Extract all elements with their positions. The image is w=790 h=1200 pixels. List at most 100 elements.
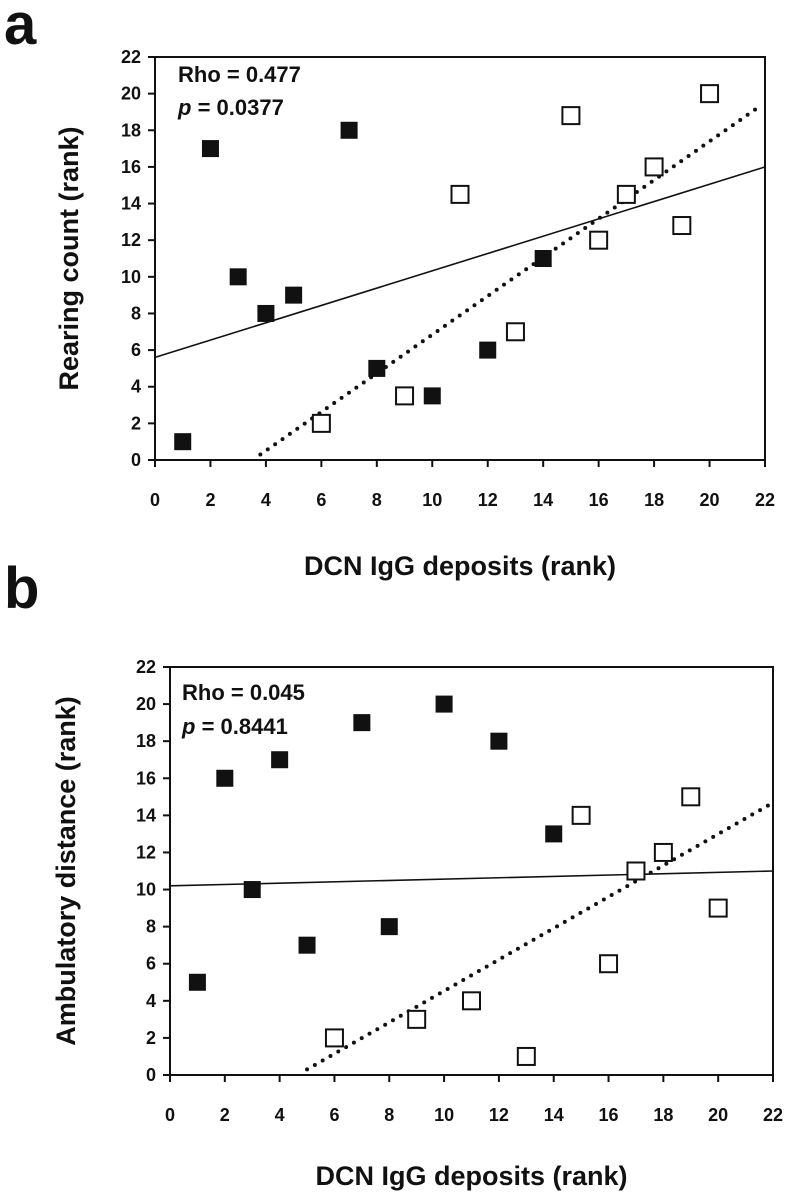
x-tick-label: 14 xyxy=(533,490,553,510)
open-square-point xyxy=(616,184,636,204)
open-square-point xyxy=(589,230,609,250)
y-tick-label: 0 xyxy=(146,1065,156,1085)
open-square-point xyxy=(599,954,619,974)
x-tick-label: 6 xyxy=(329,1105,339,1125)
y-tick-label: 16 xyxy=(121,157,141,177)
x-tick-label: 4 xyxy=(261,490,271,510)
filled-square-point xyxy=(368,359,386,377)
filled-square-point xyxy=(174,433,192,451)
x-tick-label: 18 xyxy=(644,490,664,510)
open-square-point xyxy=(708,898,728,918)
x-tick-label: 10 xyxy=(422,490,442,510)
solid-fit-line xyxy=(169,870,774,887)
y-tick-label: 8 xyxy=(146,917,156,937)
filled-square-point xyxy=(435,695,453,713)
y-tick-label: 14 xyxy=(136,805,156,825)
y-tick-label: 20 xyxy=(121,84,141,104)
filled-square-point xyxy=(257,304,275,322)
y-tick-label: 18 xyxy=(121,120,141,140)
open-square-point xyxy=(462,991,481,1011)
dotted-fit-line xyxy=(305,802,773,1072)
p-symbol: p xyxy=(181,714,195,739)
open-square-point xyxy=(672,216,692,236)
open-square-point xyxy=(571,805,591,825)
x-tick-label: 8 xyxy=(372,490,382,510)
filled-square-point xyxy=(534,250,552,267)
chart-panel-b: 0 2 4 6 8 10 12 14 16 18 20 22 0 2 4 6 8 10 12 14 16 18 20 22 Rh… xyxy=(51,657,783,1191)
plot-frame xyxy=(154,56,766,461)
x-tick-label: 0 xyxy=(165,1105,175,1125)
y-tick-label: 4 xyxy=(146,991,156,1011)
filled-square-point xyxy=(423,387,441,405)
x-tick-label: 6 xyxy=(316,490,326,510)
filled-square-point xyxy=(243,881,261,899)
y-axis-title: Rearing count (rank) xyxy=(54,126,84,390)
p-value: = 0.8441 xyxy=(195,714,287,739)
filled-square-point xyxy=(545,825,563,843)
filled-square-point xyxy=(271,751,289,769)
filled-square-point xyxy=(490,732,508,750)
open-square-point xyxy=(407,1009,427,1029)
p-symbol: p xyxy=(177,95,191,120)
x-tick-label: 4 xyxy=(275,1105,285,1125)
x-tick-label: 20 xyxy=(708,1105,728,1125)
p-value-annotation: p = 0.8441 xyxy=(181,714,288,739)
y-tick-label: 6 xyxy=(146,954,156,974)
filled-square-point xyxy=(285,286,303,304)
x-tick-label: 16 xyxy=(589,490,609,510)
rho-annotation: Rho = 0.045 xyxy=(182,680,305,705)
dotted-fit-line xyxy=(258,102,765,457)
x-tick-label: 8 xyxy=(384,1105,394,1125)
x-axis-title: DCN IgG deposits (rank) xyxy=(304,551,616,581)
open-square-point xyxy=(450,184,470,204)
panel-letter-b: b xyxy=(4,556,40,621)
filled-square-point xyxy=(229,268,247,286)
x-tick-label: 20 xyxy=(700,490,720,510)
y-tick-label: 10 xyxy=(121,267,141,287)
x-tick-label: 18 xyxy=(653,1105,673,1125)
filled-square-point xyxy=(298,936,316,954)
x-tick-label: 2 xyxy=(220,1105,230,1125)
open-square-point xyxy=(681,787,701,807)
y-tick-label: 12 xyxy=(136,842,156,862)
y-tick-label: 22 xyxy=(136,657,156,677)
p-value: = 0.0377 xyxy=(191,95,283,120)
y-tick-label: 2 xyxy=(146,1028,156,1048)
open-square-point xyxy=(644,157,664,177)
x-axis-title: DCN IgG deposits (rank) xyxy=(315,1161,627,1191)
x-tick-label: 0 xyxy=(150,490,160,510)
y-tick-label: 0 xyxy=(131,450,141,470)
y-tick-label: 4 xyxy=(131,377,141,397)
x-tick-label: 22 xyxy=(755,490,775,510)
panel-letter-a: a xyxy=(4,0,37,57)
filled-square-point xyxy=(216,769,234,787)
filled-square-point xyxy=(479,341,497,359)
open-square-point xyxy=(626,861,646,881)
y-tick-label: 2 xyxy=(131,413,141,433)
filled-square-point xyxy=(380,918,398,936)
y-tick-label: 14 xyxy=(121,194,141,214)
y-tick-label: 12 xyxy=(121,230,141,250)
y-tick-label: 22 xyxy=(121,47,141,67)
p-value-annotation: p = 0.0377 xyxy=(177,95,284,120)
x-tick-label: 22 xyxy=(763,1105,783,1125)
filled-square-point xyxy=(201,140,219,158)
y-tick-label: 16 xyxy=(136,768,156,788)
chart-panel-a: 0 2 4 6 8 10 12 14 16 18 20 22 0 2 4 6 8 10 12 14 16 18 20 22 Rh… xyxy=(54,47,775,581)
open-square-point xyxy=(516,1046,536,1066)
x-tick-label: 12 xyxy=(478,490,498,510)
solid-fit-line xyxy=(154,166,766,359)
open-square-point xyxy=(324,1028,344,1048)
x-tick-label: 14 xyxy=(544,1105,564,1125)
x-tick-label: 16 xyxy=(599,1105,619,1125)
filled-square-point xyxy=(188,973,206,991)
x-tick-label: 10 xyxy=(434,1105,454,1125)
open-square-point xyxy=(505,322,525,342)
y-tick-label: 8 xyxy=(131,303,141,323)
y-axis-title: Ambulatory distance (rank) xyxy=(51,696,81,1046)
rho-annotation: Rho = 0.477 xyxy=(178,62,301,87)
y-tick-label: 6 xyxy=(131,340,141,360)
y-tick-label: 20 xyxy=(136,694,156,714)
open-square-point xyxy=(700,84,720,104)
